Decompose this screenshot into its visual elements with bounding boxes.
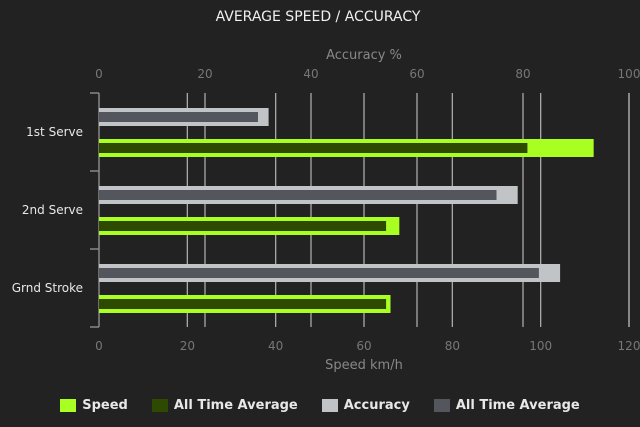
bottom-tick-label: 60 <box>356 339 371 353</box>
legend-swatch <box>321 399 338 412</box>
top-tick-label: 100 <box>618 67 640 81</box>
category-label: 2nd Serve <box>22 203 83 217</box>
bottom-axis-label: Speed km/h <box>325 358 403 373</box>
top-tick-label: 0 <box>95 67 103 81</box>
legend-item[interactable]: Speed <box>60 398 128 413</box>
legend-swatch <box>433 399 450 412</box>
bottom-tick-label: 0 <box>95 339 103 353</box>
legend-label: Speed <box>82 398 128 413</box>
bar-accuracy-average <box>99 190 497 200</box>
bottom-tick-label: 80 <box>445 339 460 353</box>
bottom-tick-label: 100 <box>529 339 552 353</box>
legend-label: All Time Average <box>455 398 580 413</box>
legend-swatch <box>60 399 77 412</box>
bar-accuracy-average <box>99 112 258 122</box>
top-tick-label: 80 <box>515 67 530 81</box>
top-axis-label: Accuracy % <box>326 48 402 63</box>
chart-title: AVERAGE SPEED / ACCURACY <box>216 9 421 25</box>
bottom-tick-label: 40 <box>268 339 283 353</box>
bar-accuracy-average <box>99 268 539 278</box>
top-tick-label: 40 <box>303 67 318 81</box>
bottom-tick-label: 120 <box>618 339 640 353</box>
bar-speed-average <box>99 299 387 309</box>
category-label: 1st Serve <box>26 125 83 139</box>
legend-item[interactable]: All Time Average <box>433 398 580 413</box>
chart: AVERAGE SPEED / ACCURACY Accuracy % Spee… <box>12 9 640 373</box>
legend-swatch <box>151 399 168 412</box>
top-tick-label: 20 <box>197 67 212 81</box>
category-label: Grnd Stroke <box>12 281 83 295</box>
legend: Speed All Time Average Accuracy All Time Av… <box>0 398 640 413</box>
bar-speed-average <box>99 221 387 231</box>
bar-speed-average <box>99 143 528 153</box>
bottom-tick-label: 20 <box>180 339 195 353</box>
top-tick-label: 60 <box>409 67 424 81</box>
legend-label: All Time Average <box>173 398 298 413</box>
legend-label: Accuracy <box>343 398 410 413</box>
legend-item[interactable]: Accuracy <box>321 398 410 413</box>
legend-item[interactable]: All Time Average <box>151 398 298 413</box>
